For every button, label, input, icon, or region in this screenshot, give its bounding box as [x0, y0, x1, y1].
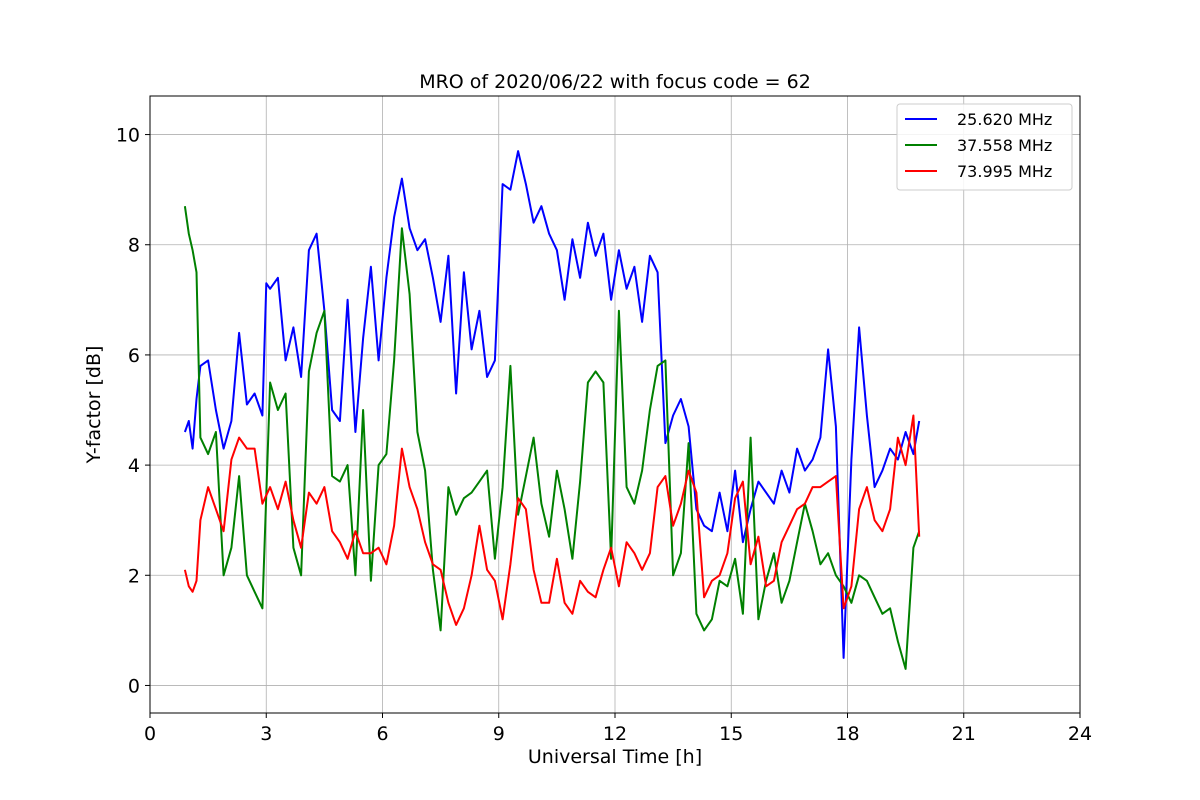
- series-line-3: [183, 414, 921, 626]
- legend-label: 73.995 MHz: [957, 162, 1052, 181]
- x-tick-label: 24: [1068, 723, 1092, 745]
- legend: 25.620 MHz 37.558 MHz 73.995 MHz: [896, 103, 1073, 191]
- y-tick-label: 10: [116, 125, 140, 147]
- series-line-1: [183, 150, 921, 659]
- x-tick-label: 12: [603, 723, 627, 745]
- x-tick-label: 0: [144, 723, 156, 745]
- x-tick-label: 21: [952, 723, 976, 745]
- legend-label: 37.558 MHz: [957, 136, 1052, 155]
- y-tick-label: 2: [128, 565, 140, 587]
- series-lines: [183, 150, 921, 670]
- y-axis-title: Y-factor [dB]: [83, 346, 105, 465]
- x-tick-label: 15: [719, 723, 743, 745]
- x-tick-label: 9: [493, 723, 505, 745]
- x-tick-label: 6: [376, 723, 388, 745]
- y-axis: 0 2 4 6 8 10: [116, 125, 150, 697]
- y-tick-label: 8: [128, 235, 140, 257]
- x-tick-label: 3: [260, 723, 272, 745]
- x-axis: 0 3 6 9 12 15 18 21 24: [144, 713, 1092, 745]
- legend-box: [896, 103, 1073, 191]
- y-tick-label: 6: [128, 345, 140, 367]
- chart-title: MRO of 2020/06/22 with focus code = 62: [419, 71, 811, 93]
- x-tick-label: 18: [835, 723, 859, 745]
- legend-label: 25.620 MHz: [957, 110, 1052, 129]
- y-tick-label: 0: [128, 675, 140, 697]
- series-line-2: [183, 206, 921, 670]
- y-tick-label: 4: [128, 455, 140, 477]
- x-axis-title: Universal Time [h]: [528, 746, 702, 768]
